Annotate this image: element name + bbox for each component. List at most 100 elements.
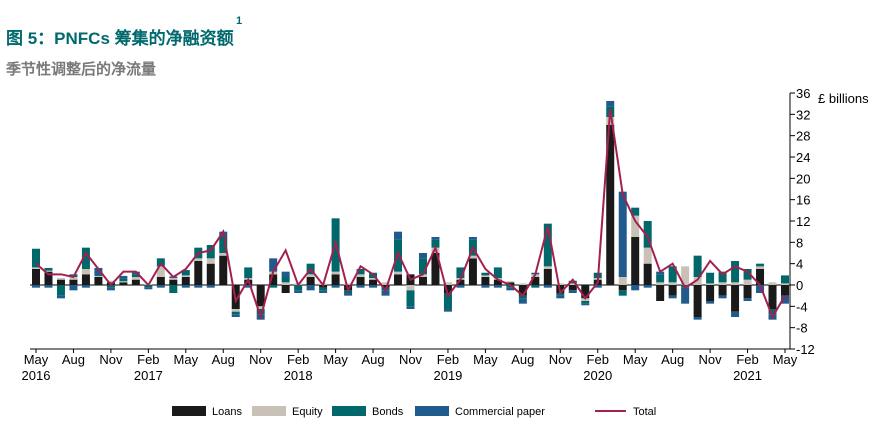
bar-segment [169, 279, 178, 285]
bar-segment [718, 271, 727, 283]
bar-segment [169, 285, 178, 293]
bar-segment [144, 287, 153, 290]
bar-segment [706, 285, 715, 301]
bar-segment [718, 285, 727, 296]
legend-swatch [172, 406, 206, 416]
bar-segment [131, 279, 140, 285]
bar-segment [618, 277, 627, 285]
bar-segment [106, 287, 115, 291]
bar-segment [394, 271, 403, 275]
bar-segment [506, 281, 515, 283]
bar-segment [56, 278, 65, 280]
bar-segment [394, 274, 403, 285]
bar-segment [481, 272, 490, 276]
bar-segment [568, 285, 577, 291]
chart-title: 图 5：PNFCs 筹集的净融资额 [6, 28, 234, 48]
bar-segment [69, 279, 78, 285]
bar-segment [206, 263, 215, 285]
bar-segment [643, 221, 652, 248]
bar-segment [431, 239, 440, 248]
bar-segment [32, 267, 40, 269]
bar-segment [581, 285, 590, 299]
bar-segment [606, 125, 615, 285]
bar-segment [418, 277, 427, 285]
bar-segment [581, 301, 590, 304]
y-tick-label: 0 [796, 278, 803, 293]
legend-swatch [252, 406, 286, 416]
bar-segment [543, 285, 552, 288]
bar-segment [531, 277, 540, 285]
bar-segment [756, 266, 765, 269]
bar-segment [456, 279, 465, 285]
bar-segment [44, 270, 53, 272]
bar-segment [194, 261, 203, 285]
bar-segment [219, 253, 228, 256]
bar-segment [493, 285, 502, 288]
x-tick-label: Nov [99, 352, 123, 367]
bar-segment [94, 275, 103, 277]
bar-segment [631, 285, 640, 291]
bar-segment [418, 274, 427, 277]
x-tick-label: Feb [736, 352, 758, 367]
bar-segment [181, 285, 190, 288]
y-tick-label: -4 [796, 299, 808, 314]
x-tick-label: May [773, 352, 798, 367]
bar-segment [294, 285, 303, 291]
bar-segment [731, 282, 740, 285]
bar-segment [668, 285, 677, 296]
bar-segment [581, 303, 590, 306]
bar-segment [81, 285, 90, 288]
x-tick-label: Nov [699, 352, 723, 367]
x-tick-label: Feb [287, 352, 309, 367]
bar-segment [269, 285, 278, 288]
bar-segment [731, 285, 740, 312]
bar-segment [281, 282, 290, 285]
y-tick-label: -12 [796, 342, 815, 357]
bar-segment [131, 274, 140, 277]
bar-segment [493, 279, 502, 285]
bar-segment [668, 282, 677, 285]
bar-segment [194, 258, 203, 261]
bar-segment [781, 285, 789, 296]
bar-segment [194, 285, 203, 288]
bar-segment [81, 247, 90, 269]
bar-segment [481, 277, 490, 285]
bar-segment [206, 258, 215, 264]
bar-segment [181, 277, 190, 285]
bar-segment [306, 285, 315, 291]
bar-segment [618, 285, 627, 291]
bar-segment [32, 285, 40, 288]
bar-segment [344, 293, 353, 296]
bar-segment [306, 274, 315, 277]
bar-segment [119, 275, 128, 279]
bar-segment [706, 283, 715, 285]
x-tick-label: May [323, 352, 348, 367]
bar-segment [32, 248, 40, 268]
bar-segment [681, 266, 690, 285]
bar-segment [281, 271, 290, 277]
legend-label: Total [633, 406, 656, 418]
year-label: 2018 [284, 368, 313, 383]
bar-segment [369, 279, 378, 285]
bar-segment [356, 274, 365, 277]
bar-segment [281, 285, 290, 293]
year-label: 2019 [433, 368, 462, 383]
bar-segment [181, 270, 190, 276]
bar-segment [431, 237, 440, 240]
bar-segment [169, 278, 178, 280]
bar-segment [543, 266, 552, 269]
x-tick-label: Feb [137, 352, 159, 367]
bar-segment [506, 287, 515, 291]
bar-segment [418, 258, 427, 275]
bar-segment [56, 295, 65, 299]
bar-segment [706, 272, 715, 284]
bar-segment [418, 253, 427, 259]
bar-segment [269, 258, 278, 272]
bar-segment [568, 290, 577, 293]
bar-segment [681, 287, 690, 304]
bar-segment [219, 237, 228, 253]
bar-segment [181, 275, 190, 277]
bar-segment [44, 285, 53, 288]
bar-segment [81, 269, 90, 275]
